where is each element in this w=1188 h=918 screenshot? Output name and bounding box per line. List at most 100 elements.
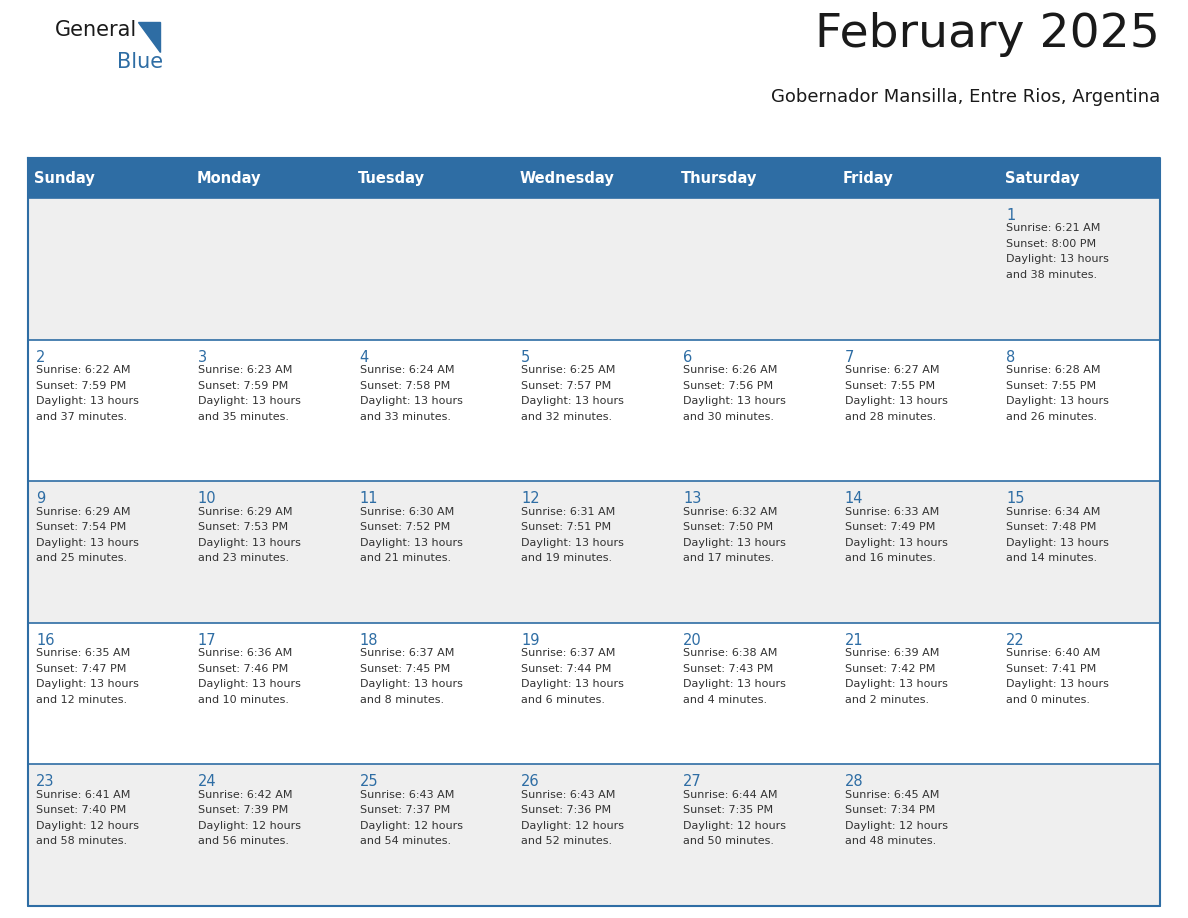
Text: and 25 minutes.: and 25 minutes. bbox=[36, 554, 127, 563]
Text: and 28 minutes.: and 28 minutes. bbox=[845, 411, 936, 421]
Text: General: General bbox=[55, 20, 138, 40]
Text: Sunset: 7:39 PM: Sunset: 7:39 PM bbox=[197, 805, 287, 815]
Text: and 50 minutes.: and 50 minutes. bbox=[683, 836, 773, 846]
Text: and 12 minutes.: and 12 minutes. bbox=[36, 695, 127, 705]
Text: Monday: Monday bbox=[196, 171, 260, 185]
Text: Daylight: 13 hours: Daylight: 13 hours bbox=[1006, 538, 1110, 548]
Text: Sunset: 7:56 PM: Sunset: 7:56 PM bbox=[683, 381, 773, 390]
Text: Sunrise: 6:39 AM: Sunrise: 6:39 AM bbox=[845, 648, 939, 658]
Text: Sunset: 7:48 PM: Sunset: 7:48 PM bbox=[1006, 522, 1097, 532]
Bar bbox=[675, 340, 836, 481]
Text: and 0 minutes.: and 0 minutes. bbox=[1006, 695, 1091, 705]
Text: Sunrise: 6:22 AM: Sunrise: 6:22 AM bbox=[36, 365, 131, 375]
Text: Daylight: 12 hours: Daylight: 12 hours bbox=[197, 821, 301, 831]
Text: Daylight: 13 hours: Daylight: 13 hours bbox=[197, 679, 301, 689]
Text: 9: 9 bbox=[36, 491, 45, 506]
Text: Daylight: 13 hours: Daylight: 13 hours bbox=[522, 538, 624, 548]
Text: Sunrise: 6:28 AM: Sunrise: 6:28 AM bbox=[1006, 365, 1101, 375]
Text: Sunset: 7:49 PM: Sunset: 7:49 PM bbox=[845, 522, 935, 532]
Bar bbox=[513, 340, 675, 481]
Text: and 14 minutes.: and 14 minutes. bbox=[1006, 554, 1098, 563]
Bar bbox=[513, 198, 675, 340]
Text: and 30 minutes.: and 30 minutes. bbox=[683, 411, 773, 421]
Text: Daylight: 12 hours: Daylight: 12 hours bbox=[360, 821, 462, 831]
Text: Sunrise: 6:37 AM: Sunrise: 6:37 AM bbox=[360, 648, 454, 658]
Text: Thursday: Thursday bbox=[682, 171, 758, 185]
Text: Sunset: 7:43 PM: Sunset: 7:43 PM bbox=[683, 664, 773, 674]
Text: 27: 27 bbox=[683, 774, 702, 789]
Text: 16: 16 bbox=[36, 633, 55, 648]
Bar bbox=[998, 340, 1159, 481]
Text: 25: 25 bbox=[360, 774, 378, 789]
Text: Sunrise: 6:29 AM: Sunrise: 6:29 AM bbox=[36, 507, 131, 517]
Bar bbox=[29, 198, 190, 340]
Text: Sunset: 7:59 PM: Sunset: 7:59 PM bbox=[36, 381, 126, 390]
Text: Daylight: 13 hours: Daylight: 13 hours bbox=[683, 538, 785, 548]
Text: Sunset: 7:36 PM: Sunset: 7:36 PM bbox=[522, 805, 612, 815]
Text: Sunset: 7:58 PM: Sunset: 7:58 PM bbox=[360, 381, 450, 390]
Text: Friday: Friday bbox=[843, 171, 893, 185]
Text: Sunrise: 6:34 AM: Sunrise: 6:34 AM bbox=[1006, 507, 1101, 517]
Text: 19: 19 bbox=[522, 633, 539, 648]
Text: Sunrise: 6:33 AM: Sunrise: 6:33 AM bbox=[845, 507, 939, 517]
Bar bbox=[513, 481, 675, 622]
Text: Daylight: 13 hours: Daylight: 13 hours bbox=[845, 679, 948, 689]
Text: and 56 minutes.: and 56 minutes. bbox=[197, 836, 289, 846]
Text: Daylight: 13 hours: Daylight: 13 hours bbox=[1006, 679, 1110, 689]
Text: and 32 minutes.: and 32 minutes. bbox=[522, 411, 612, 421]
Text: 10: 10 bbox=[197, 491, 216, 506]
Text: Sunrise: 6:26 AM: Sunrise: 6:26 AM bbox=[683, 365, 777, 375]
Text: 1: 1 bbox=[1006, 207, 1016, 223]
Text: Sunset: 7:46 PM: Sunset: 7:46 PM bbox=[197, 664, 287, 674]
Text: Sunset: 7:50 PM: Sunset: 7:50 PM bbox=[683, 522, 773, 532]
Text: and 10 minutes.: and 10 minutes. bbox=[197, 695, 289, 705]
Bar bbox=[190, 198, 352, 340]
Text: February 2025: February 2025 bbox=[815, 12, 1159, 57]
Bar bbox=[190, 765, 352, 906]
Bar bbox=[352, 765, 513, 906]
Text: Sunrise: 6:43 AM: Sunrise: 6:43 AM bbox=[360, 789, 454, 800]
Text: 24: 24 bbox=[197, 774, 216, 789]
Bar bbox=[675, 622, 836, 765]
Text: Sunrise: 6:37 AM: Sunrise: 6:37 AM bbox=[522, 648, 615, 658]
Text: and 2 minutes.: and 2 minutes. bbox=[845, 695, 929, 705]
Text: and 23 minutes.: and 23 minutes. bbox=[197, 554, 289, 563]
Text: Sunset: 7:45 PM: Sunset: 7:45 PM bbox=[360, 664, 450, 674]
Text: 5: 5 bbox=[522, 350, 531, 364]
Text: Daylight: 13 hours: Daylight: 13 hours bbox=[683, 679, 785, 689]
Text: Daylight: 13 hours: Daylight: 13 hours bbox=[845, 538, 948, 548]
Text: Daylight: 12 hours: Daylight: 12 hours bbox=[683, 821, 786, 831]
Text: 13: 13 bbox=[683, 491, 701, 506]
Text: Sunrise: 6:24 AM: Sunrise: 6:24 AM bbox=[360, 365, 454, 375]
Bar bbox=[675, 765, 836, 906]
Text: Sunrise: 6:36 AM: Sunrise: 6:36 AM bbox=[197, 648, 292, 658]
Text: Sunrise: 6:25 AM: Sunrise: 6:25 AM bbox=[522, 365, 615, 375]
Text: Sunset: 7:35 PM: Sunset: 7:35 PM bbox=[683, 805, 773, 815]
Text: 4: 4 bbox=[360, 350, 368, 364]
Polygon shape bbox=[138, 22, 160, 52]
Text: Sunset: 7:59 PM: Sunset: 7:59 PM bbox=[197, 381, 287, 390]
Text: Sunset: 7:54 PM: Sunset: 7:54 PM bbox=[36, 522, 126, 532]
Text: Sunset: 7:51 PM: Sunset: 7:51 PM bbox=[522, 522, 612, 532]
Text: Daylight: 12 hours: Daylight: 12 hours bbox=[845, 821, 948, 831]
Text: Sunset: 7:52 PM: Sunset: 7:52 PM bbox=[360, 522, 450, 532]
Text: and 58 minutes.: and 58 minutes. bbox=[36, 836, 127, 846]
Text: and 52 minutes.: and 52 minutes. bbox=[522, 836, 612, 846]
Text: Sunset: 7:37 PM: Sunset: 7:37 PM bbox=[360, 805, 450, 815]
Text: 17: 17 bbox=[197, 633, 216, 648]
Text: 6: 6 bbox=[683, 350, 693, 364]
Bar bbox=[190, 340, 352, 481]
Bar bbox=[352, 481, 513, 622]
Text: Sunrise: 6:38 AM: Sunrise: 6:38 AM bbox=[683, 648, 777, 658]
Bar bbox=[675, 481, 836, 622]
Bar bbox=[29, 340, 190, 481]
Bar bbox=[513, 765, 675, 906]
Text: Sunrise: 6:44 AM: Sunrise: 6:44 AM bbox=[683, 789, 777, 800]
Bar bbox=[29, 481, 190, 622]
Text: Sunrise: 6:35 AM: Sunrise: 6:35 AM bbox=[36, 648, 131, 658]
Text: Wednesday: Wednesday bbox=[519, 171, 614, 185]
Text: Sunset: 7:42 PM: Sunset: 7:42 PM bbox=[845, 664, 935, 674]
Text: Daylight: 13 hours: Daylight: 13 hours bbox=[522, 679, 624, 689]
Text: Sunrise: 6:42 AM: Sunrise: 6:42 AM bbox=[197, 789, 292, 800]
Bar bbox=[190, 622, 352, 765]
